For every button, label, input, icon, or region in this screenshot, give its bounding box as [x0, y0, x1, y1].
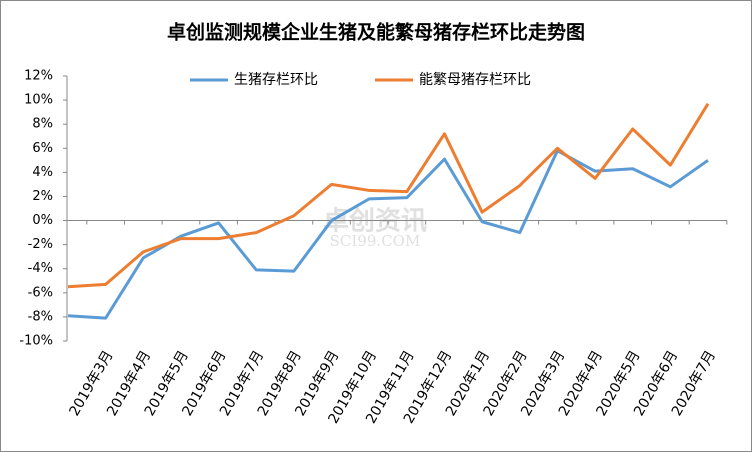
watermark: 卓创资讯	[323, 207, 427, 237]
y-tick-label: 0%	[32, 213, 53, 228]
y-tick-label: 4%	[32, 165, 53, 180]
series-line	[67, 102, 710, 289]
y-tick-label: -4%	[28, 261, 53, 276]
legend-label: 生猪存栏环比	[234, 72, 318, 88]
legend-label: 能繁母猪存栏环比	[419, 72, 531, 88]
y-tick-label: -8%	[28, 309, 53, 324]
y-tick-label: -10%	[19, 334, 53, 349]
y-tick-label: 8%	[32, 117, 53, 132]
y-tick-label: 2%	[32, 189, 53, 204]
y-tick-label: -6%	[28, 285, 53, 300]
y-tick-label: 10%	[24, 93, 53, 108]
chart-title: 卓创监测规模企业生猪及能繁母猪存栏环比走势图	[167, 21, 585, 44]
y-tick-label: 6%	[32, 141, 53, 156]
watermark: SCI99.COM	[330, 232, 421, 250]
y-tick-label: 12%	[24, 69, 53, 84]
y-tick-label: -2%	[28, 237, 53, 252]
